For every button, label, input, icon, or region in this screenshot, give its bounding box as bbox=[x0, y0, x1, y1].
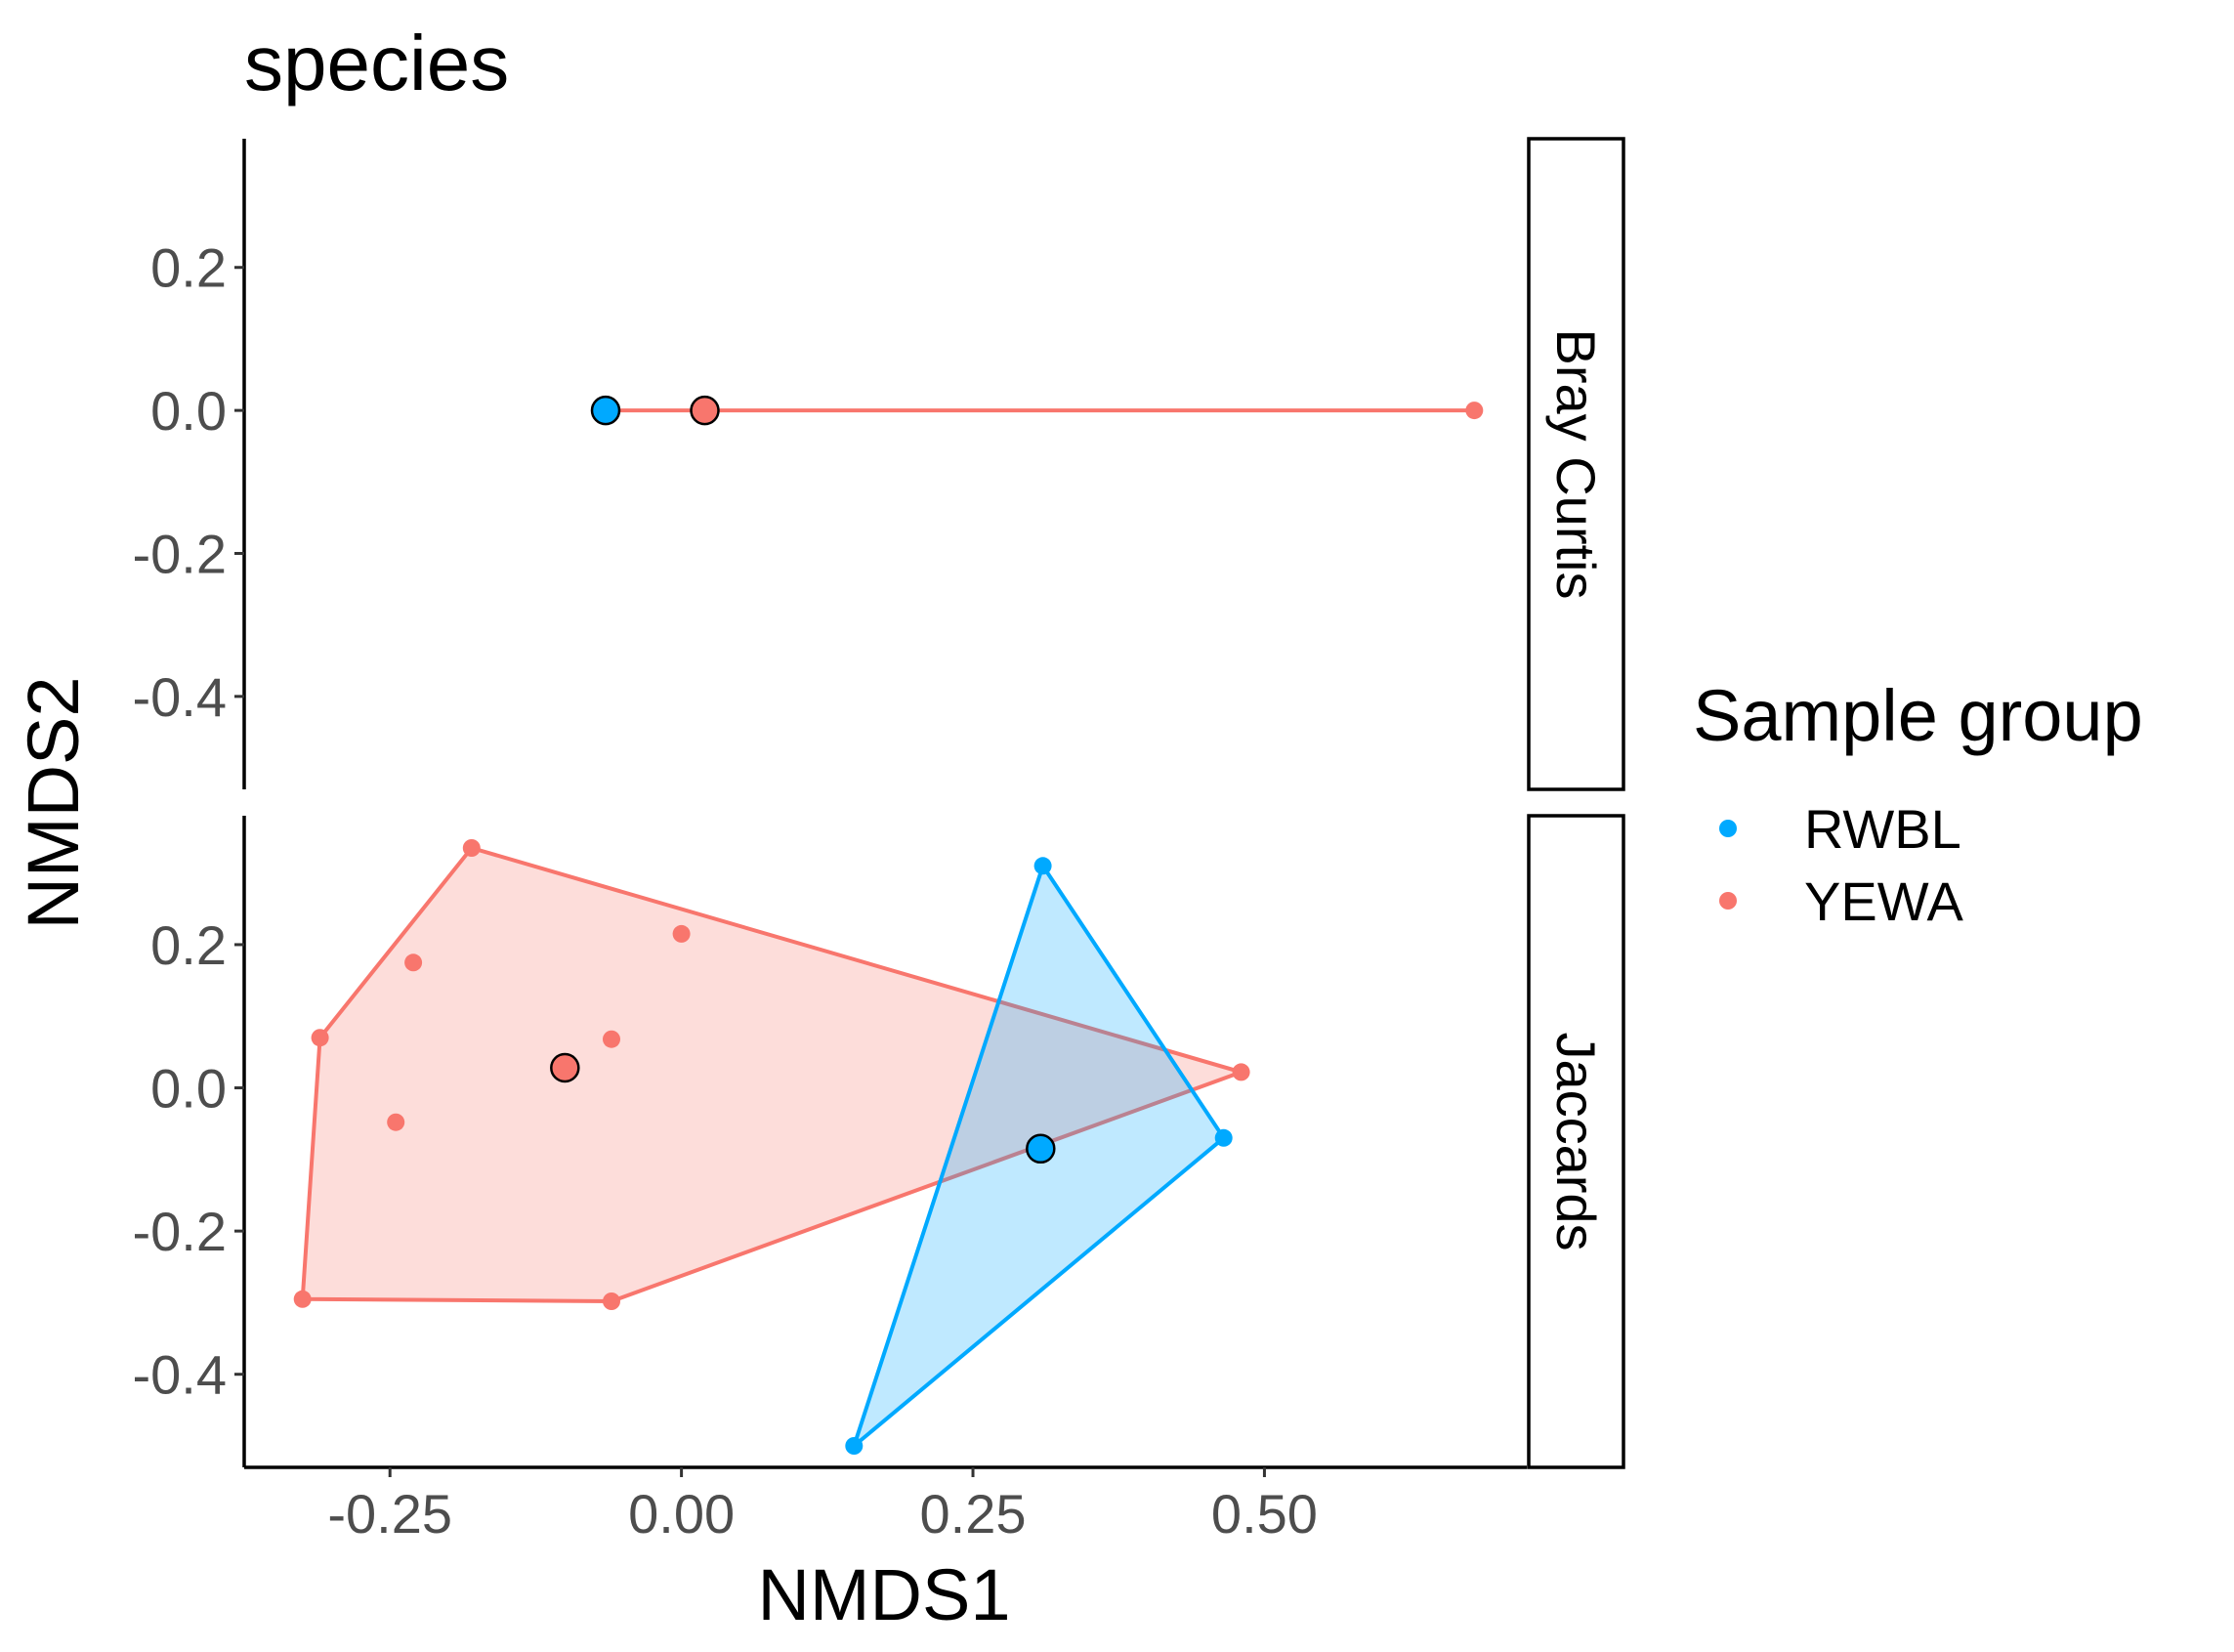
x-tick-label: 0.50 bbox=[1211, 1483, 1318, 1545]
y-axis-title: NMDS2 bbox=[13, 676, 94, 929]
point-rwbl-3 bbox=[845, 1437, 864, 1455]
x-tick-label: -0.25 bbox=[327, 1483, 452, 1545]
point-yewa-7 bbox=[293, 1290, 312, 1308]
point-yewa-2 bbox=[404, 953, 423, 972]
x-tick-label: 0.25 bbox=[920, 1483, 1027, 1545]
y-tick-label: 0.2 bbox=[150, 237, 227, 299]
y-tick-label: 0.0 bbox=[150, 1058, 227, 1120]
centroid-rwbl bbox=[590, 395, 621, 426]
panels: 0.2 0.0 -0.2 -0.4 Bray Curtis 0.2 0.0 -0.2 -0.4 J… bbox=[133, 137, 1625, 1469]
point-yewa-1 bbox=[462, 839, 481, 857]
point-yewa-5 bbox=[603, 1030, 620, 1048]
point-yewa-1 bbox=[1465, 402, 1484, 420]
y-tick-label: -0.4 bbox=[133, 1344, 228, 1406]
y-tick-label: 0.2 bbox=[150, 914, 227, 976]
y-tick-label: -0.4 bbox=[133, 666, 228, 728]
point-yewa-6 bbox=[387, 1113, 405, 1131]
chart-title: species bbox=[244, 20, 509, 106]
y-tick-label: 0.0 bbox=[150, 380, 227, 442]
panel-bray-curtis: 0.2 0.0 -0.2 -0.4 Bray Curtis bbox=[133, 137, 1625, 791]
strip-box-bray-curtis bbox=[1527, 137, 1625, 791]
strip-label-bray-curtis: Bray Curtis bbox=[1545, 329, 1607, 600]
strip-box-jaccards bbox=[1527, 814, 1625, 1469]
x-axis-title: NMDS1 bbox=[757, 1554, 1010, 1635]
panel-jaccards: 0.2 0.0 -0.2 -0.4 Jaccards bbox=[133, 814, 1625, 1469]
point-yewa-3 bbox=[672, 924, 691, 943]
point-rwbl-1 bbox=[1033, 857, 1052, 875]
x-tick-label: 0.00 bbox=[628, 1483, 735, 1545]
point-yewa-9 bbox=[1232, 1063, 1250, 1081]
centroid-yewa bbox=[690, 395, 720, 426]
strip-label-jaccards: Jaccards bbox=[1545, 1032, 1607, 1250]
y-tick-label: -0.2 bbox=[133, 1201, 228, 1262]
hull-yewa bbox=[300, 846, 1243, 1303]
centroid-yewa bbox=[550, 1052, 580, 1083]
y-tick-label: -0.2 bbox=[133, 523, 228, 584]
legend-title: Sample group bbox=[1693, 675, 2143, 756]
point-rwbl-2 bbox=[1214, 1128, 1233, 1147]
legend-key-rwbl bbox=[1719, 820, 1737, 837]
legend-label-yewa: YEWA bbox=[1804, 870, 1963, 932]
point-yewa-8 bbox=[603, 1292, 620, 1310]
legend: Sample group RWBL YEWA bbox=[1693, 675, 2143, 932]
legend-label-rwbl: RWBL bbox=[1804, 798, 1961, 860]
centroid-rwbl bbox=[1026, 1133, 1056, 1165]
x-axis: -0.25 0.00 0.25 0.50 bbox=[244, 1465, 1527, 1545]
point-yewa-4 bbox=[311, 1029, 329, 1047]
legend-key-yewa bbox=[1719, 892, 1737, 910]
